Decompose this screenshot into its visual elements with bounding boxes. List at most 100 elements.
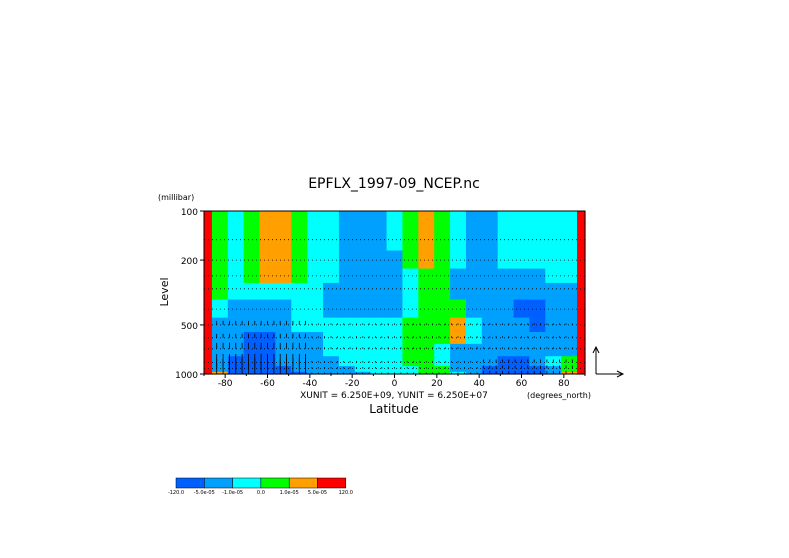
field-cell <box>259 282 277 300</box>
field-cell <box>323 343 340 357</box>
field-cell <box>561 249 578 269</box>
x-tick-label: 0 <box>392 379 398 389</box>
field-cell <box>434 282 451 300</box>
field-cell <box>307 282 324 300</box>
field-cell <box>529 267 546 283</box>
field-cell <box>259 225 277 251</box>
field-cell <box>450 282 467 300</box>
field-cell <box>204 298 213 318</box>
field-cell <box>211 343 229 357</box>
field-cell <box>386 211 404 226</box>
field-cell <box>323 211 340 226</box>
field-cell <box>577 317 586 332</box>
y-tick-label: 200 <box>181 257 198 267</box>
field-cell <box>545 267 562 283</box>
field-cell <box>481 225 499 251</box>
field-cell <box>370 267 388 283</box>
field-cell <box>338 317 356 332</box>
field-cell <box>307 267 324 283</box>
field-cell <box>227 298 245 318</box>
field-cell <box>529 298 546 318</box>
field-cell <box>465 267 483 283</box>
field-cell <box>243 317 261 332</box>
field-cell <box>338 298 356 318</box>
field-cell <box>323 249 340 269</box>
field-cell <box>323 282 340 300</box>
field-cell <box>481 211 499 226</box>
field-cell <box>402 282 419 300</box>
field-cell <box>402 343 419 357</box>
plot-area <box>203 210 586 375</box>
field-cell <box>465 331 483 344</box>
field-cell <box>259 249 277 269</box>
field-cell <box>465 355 483 367</box>
field-cell <box>211 371 229 375</box>
field-cell <box>577 355 586 367</box>
field-cell <box>323 267 340 283</box>
field-cell <box>307 225 324 251</box>
field-cell <box>354 298 372 318</box>
field-cell <box>561 355 578 367</box>
field-cell <box>354 365 372 372</box>
legend-swatch <box>204 477 233 489</box>
field-cell <box>497 298 515 318</box>
x-tick-label: -40 <box>302 379 317 389</box>
field-cell <box>561 317 578 332</box>
field-cell <box>211 298 229 318</box>
field-cell <box>204 249 213 269</box>
legend-label: 120.0 <box>339 490 353 496</box>
field-cell <box>513 282 531 300</box>
field-cell <box>434 298 451 318</box>
field-cell <box>418 282 435 300</box>
x-axis: -80 -60 -40 -20 0 20 40 60 80 <box>203 374 586 389</box>
field-cell <box>204 343 213 357</box>
field-cell <box>481 267 499 283</box>
field-cell <box>402 355 419 367</box>
field-cell <box>307 249 324 269</box>
field-cell <box>497 343 515 357</box>
field-cell <box>402 298 419 318</box>
field-cell <box>545 282 562 300</box>
vector-scale-text: XUNIT = 6.250E+09, YUNIT = 6.250E+07 <box>300 391 488 401</box>
field-cell <box>323 355 340 367</box>
field-cell <box>561 343 578 357</box>
field-cell <box>450 249 467 269</box>
field-cell <box>434 331 451 344</box>
field-cell <box>275 211 292 226</box>
field-cell <box>418 267 435 283</box>
field-cell <box>243 343 261 357</box>
field-cell <box>497 365 515 372</box>
field-cell <box>418 225 435 251</box>
field-cell <box>497 211 515 226</box>
field-cell <box>529 371 546 375</box>
field-cell <box>323 365 340 372</box>
field-cell <box>545 225 562 251</box>
field-cell <box>354 282 372 300</box>
field-cell <box>465 249 483 269</box>
field-cell <box>434 211 451 226</box>
field-cell <box>354 211 372 226</box>
field-cell <box>418 343 435 357</box>
field-cell <box>465 282 483 300</box>
field-cell <box>465 317 483 332</box>
field-cell <box>323 298 340 318</box>
field-cell <box>386 282 404 300</box>
legend-label: -1.0e-05 <box>222 490 243 496</box>
reference-vector-key <box>592 345 625 378</box>
x-tick-label: 60 <box>516 379 528 389</box>
field-cell <box>243 249 261 269</box>
field-cell <box>370 298 388 318</box>
field-cell <box>386 355 404 367</box>
legend-swatch <box>260 477 290 489</box>
field-cell <box>338 343 356 357</box>
field-cell <box>370 282 388 300</box>
field-cell <box>529 282 546 300</box>
field-cell <box>434 355 451 367</box>
field-cell <box>243 298 261 318</box>
field-cell <box>275 249 292 269</box>
field-cell <box>338 365 356 372</box>
field-cell <box>561 365 578 372</box>
x-tick-label: -20 <box>345 379 360 389</box>
field-cell <box>402 371 419 375</box>
field-cell <box>227 225 245 251</box>
